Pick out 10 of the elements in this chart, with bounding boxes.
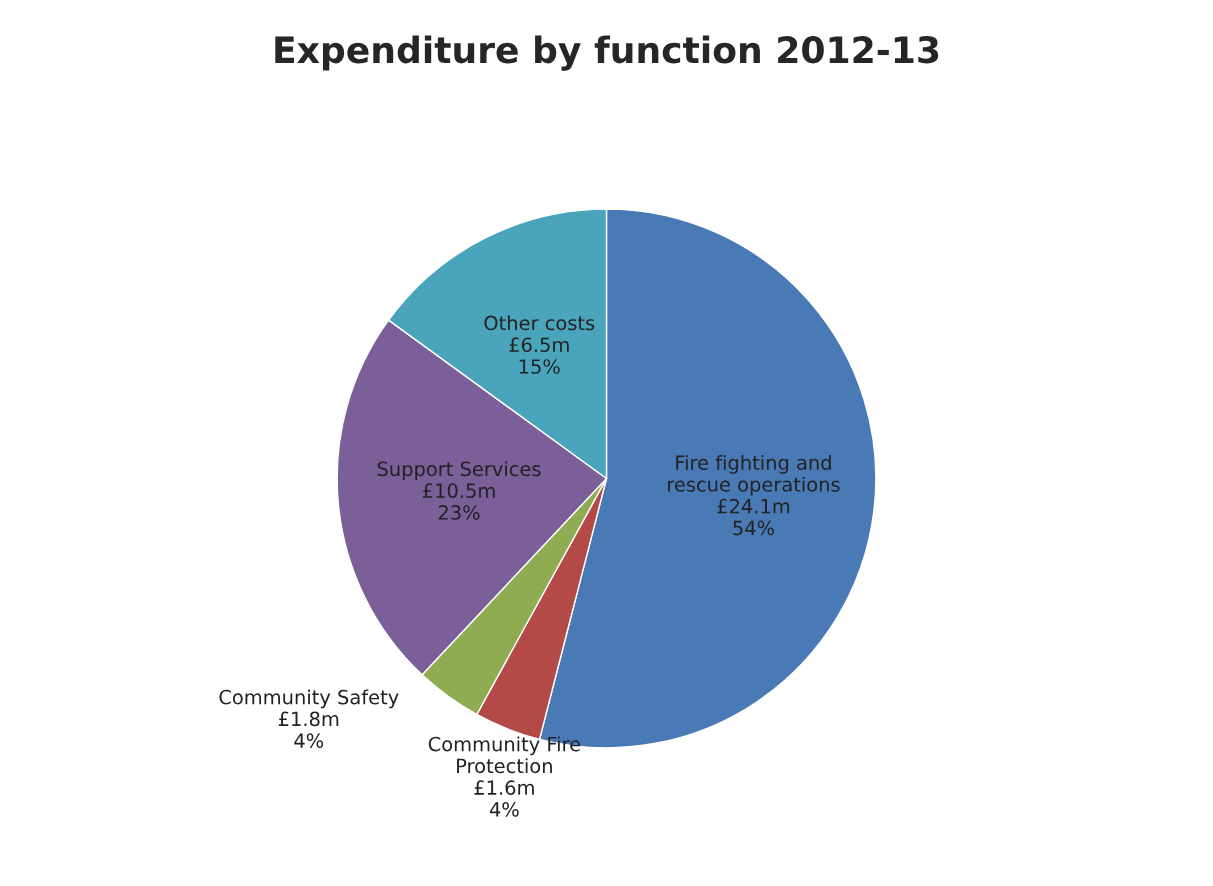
data-label: £24.1m 54%: [717, 498, 790, 536]
chart-title: Expenditure by function 2012-13: [275, 35, 939, 71]
slice-label: Other costs: [484, 315, 595, 331]
data-label: £1.8m 4%: [278, 711, 339, 749]
data-label: £10.5m 23%: [422, 483, 495, 520]
slice-label: Fire fighting and rescue operations: [668, 454, 840, 496]
slice-label: Community Safety: [219, 689, 399, 709]
slice-label: Support Services: [377, 461, 541, 481]
data-label: £6.5m 15%: [509, 337, 569, 374]
data-label: £1.6m 4%: [474, 780, 534, 817]
